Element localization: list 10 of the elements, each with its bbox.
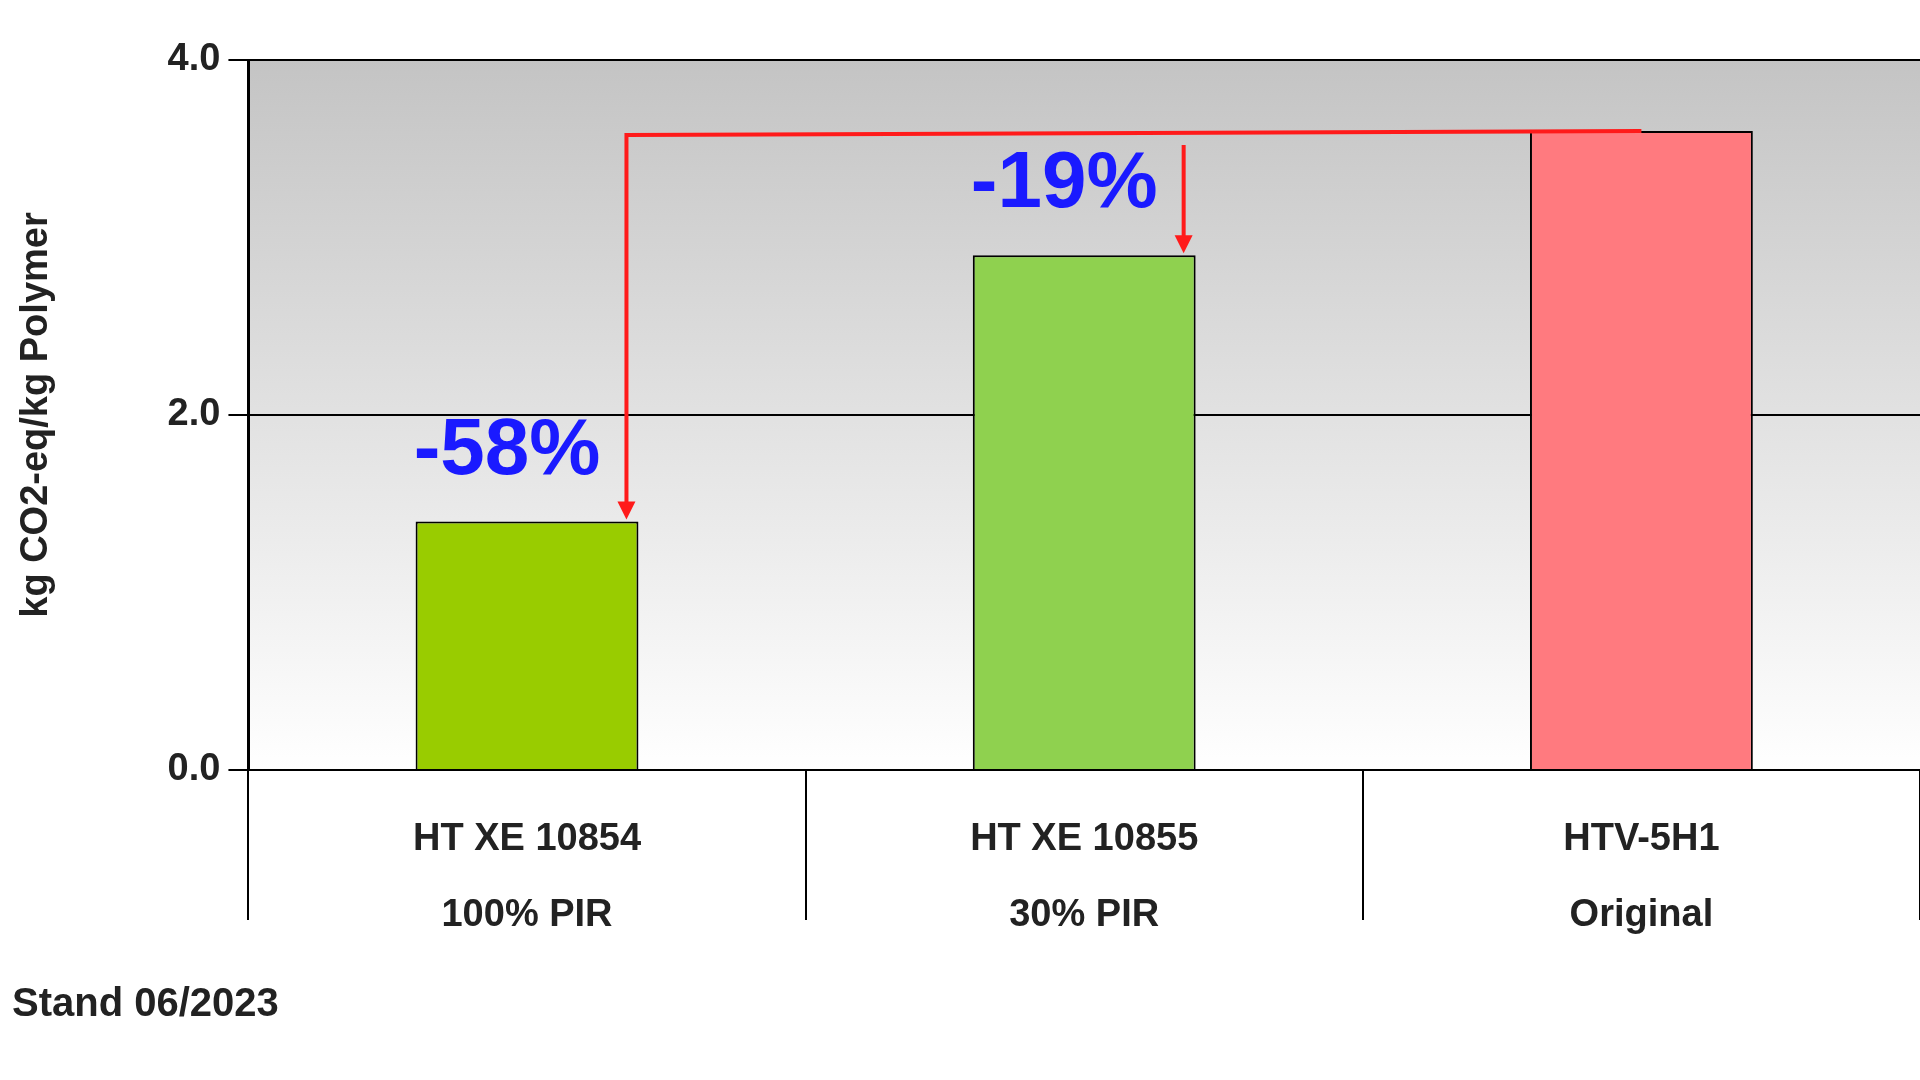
y-tick-label: 4.0 bbox=[167, 36, 221, 79]
y-tick-label: 0.0 bbox=[167, 746, 221, 789]
y-tick-label: 2.0 bbox=[167, 391, 221, 434]
annotation: -19% bbox=[970, 135, 1158, 225]
x-tick-label: HT XE 10854 100% PIR bbox=[412, 816, 642, 935]
x-tick-label: HTV-5H1 Original bbox=[1563, 816, 1720, 935]
y-axis-title: kg CO2-eq/kg Polymer bbox=[13, 212, 56, 618]
annotation: -58% bbox=[413, 401, 601, 491]
x-tick-label: HT XE 10855 30% PIR bbox=[970, 816, 1199, 935]
text: Stand 06/2023 bbox=[12, 980, 279, 1025]
